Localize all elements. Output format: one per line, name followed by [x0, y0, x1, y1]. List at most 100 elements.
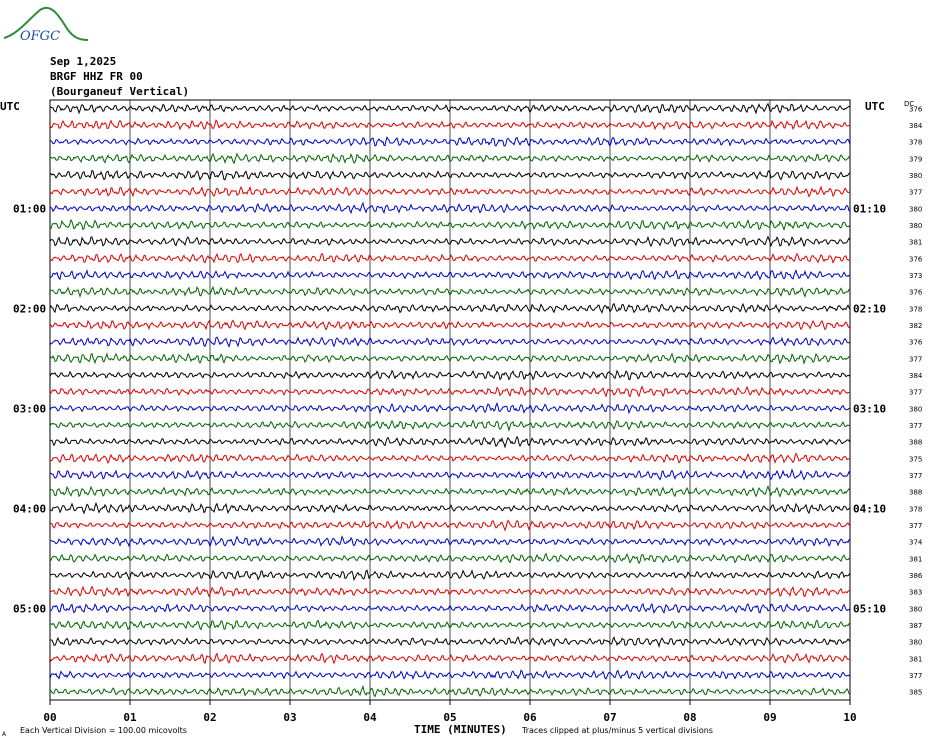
- minute-gridlines: [129, 100, 771, 700]
- dc-offset-value: 381: [909, 555, 922, 563]
- trace-row-36: [49, 684, 851, 698]
- dc-offset-value: 373: [909, 272, 922, 280]
- trace-row-33: [49, 636, 851, 649]
- dc-offset-value: 377: [909, 189, 922, 197]
- header-location: (Bourganeuf Vertical): [50, 85, 189, 98]
- logo-curve: [3, 7, 89, 41]
- dc-offset-value: 376: [909, 255, 923, 263]
- dc-offset-value: 381: [909, 239, 922, 247]
- trace-row-28: [49, 552, 851, 565]
- hour-labels-left: 01:00 02:00 03:00 04:00 05:00: [13, 202, 46, 615]
- hour-label-right: 05:10: [853, 602, 886, 615]
- corner-mark: A: [2, 731, 7, 738]
- hour-label-right: 04:10: [853, 502, 886, 515]
- trace-row-11: [49, 269, 851, 281]
- trace-row-30: [49, 585, 851, 598]
- hour-label-left: 03:00: [13, 402, 46, 415]
- trace-row-7: [49, 201, 851, 215]
- trace-row-32: [49, 619, 851, 631]
- tick-label-01: 01: [123, 711, 137, 724]
- tick-label-06: 06: [523, 711, 537, 724]
- dc-offset-value: 380: [909, 639, 922, 647]
- dc-offset-value: 376: [909, 105, 923, 113]
- dc-offset-value: 376: [909, 289, 923, 297]
- clip-note: Traces clipped at plus/minus 5 vertical …: [521, 726, 713, 735]
- tick-label-09: 09: [763, 711, 776, 724]
- hour-label-right: 02:10: [853, 302, 886, 315]
- dc-offset-value: 380: [909, 205, 922, 213]
- tick-label-07: 07: [603, 711, 616, 724]
- tick-label-08: 08: [683, 711, 696, 724]
- hour-label-right: 03:10: [853, 402, 886, 415]
- dc-offset-value: 387: [909, 622, 922, 630]
- utc-label-left: UTC: [0, 100, 20, 113]
- dc-offset-value: 388: [909, 489, 922, 497]
- utc-label-right: UTC: [865, 100, 885, 113]
- dc-offset-value: 377: [909, 522, 922, 530]
- dc-offset-value: 384: [909, 122, 923, 130]
- header-station: BRGF HHZ FR 00: [50, 70, 143, 83]
- dc-label: DC: [904, 100, 914, 108]
- trace-row-13: [49, 302, 851, 314]
- trace-row-34: [49, 652, 851, 665]
- trace-row-24: [49, 485, 851, 498]
- logo-text: OFGC: [20, 29, 60, 44]
- dc-offset-value: 386: [909, 572, 923, 580]
- dc-offset-value: 388: [909, 439, 922, 447]
- tick-label-05: 05: [443, 711, 456, 724]
- trace-row-29: [49, 569, 851, 582]
- trace-row-22: [49, 452, 851, 465]
- tick-label-04: 04: [363, 711, 377, 724]
- trace-row-19: [49, 401, 851, 415]
- trace-row-27: [49, 535, 851, 548]
- trace-row-8: [49, 218, 851, 232]
- trace-row-3: [49, 136, 851, 147]
- trace-row-10: [49, 252, 851, 264]
- trace-row-5: [49, 169, 851, 181]
- seismic-traces: [49, 102, 851, 698]
- dc-offset-value: 377: [909, 355, 922, 363]
- trace-row-18: [49, 385, 851, 398]
- trace-row-6: [49, 185, 851, 198]
- hour-label-left: 02:00: [13, 302, 46, 315]
- dc-offset-value: 380: [909, 172, 922, 180]
- hour-labels-right: 01:10 02:10 03:10 04:10 05:10: [853, 202, 886, 615]
- dc-offset-value: 384: [909, 372, 923, 380]
- dc-offset-value: 383: [909, 589, 922, 597]
- tick-label-03: 03: [283, 711, 296, 724]
- dc-offset-value: 382: [909, 322, 922, 330]
- trace-row-15: [49, 336, 851, 348]
- trace-row-14: [49, 319, 851, 331]
- hour-label-left: 04:00: [13, 502, 46, 515]
- trace-row-25: [49, 501, 851, 515]
- trace-row-35: [49, 669, 851, 680]
- dc-offset-value: 385: [909, 689, 922, 697]
- dc-offset-value: 379: [909, 155, 922, 163]
- dc-offset-value: 377: [909, 472, 922, 480]
- trace-row-17: [49, 369, 851, 381]
- dc-offset-value: 380: [909, 605, 922, 613]
- dc-offset-value: 381: [909, 655, 922, 663]
- dc-offset-value: 380: [909, 405, 922, 413]
- dc-offset-value: 380: [909, 222, 922, 230]
- scale-note: Each Vertical Division = 100.00 micovolt…: [20, 726, 187, 735]
- trace-row-26: [49, 519, 851, 532]
- ofgc-logo: OFGC: [3, 7, 89, 44]
- trace-row-12: [49, 286, 851, 299]
- trace-row-9: [49, 235, 851, 248]
- dc-offset-value: 378: [909, 505, 922, 513]
- x-axis-label: TIME (MINUTES): [414, 723, 507, 736]
- hour-label-right: 01:10: [853, 202, 886, 215]
- dc-offset-value: 377: [909, 389, 922, 397]
- tick-label-02: 02: [203, 711, 216, 724]
- tick-label-00: 00: [43, 711, 56, 724]
- trace-row-21: [49, 435, 851, 449]
- hour-label-left: 05:00: [13, 602, 46, 615]
- dc-offset-value: 374: [909, 539, 923, 547]
- tick-label-10: 10: [843, 711, 856, 724]
- dc-offset-value: 376: [909, 339, 923, 347]
- dc-offset-column: 376 384 378 379 380 377 380 380 381 376 373 376 378 3…: [909, 105, 923, 696]
- trace-row-31: [49, 602, 851, 614]
- trace-row-20: [49, 419, 851, 433]
